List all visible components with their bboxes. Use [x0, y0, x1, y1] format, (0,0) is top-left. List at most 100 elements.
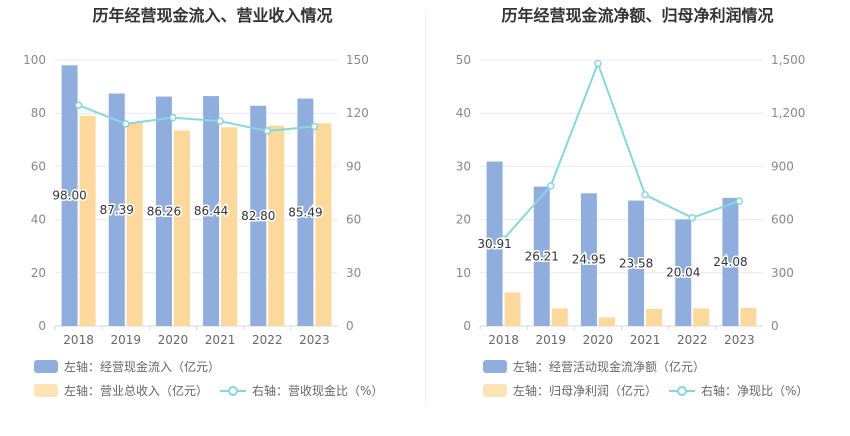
chart-panel-cashflow-revenue: 0 0 20 30 40 60 60 90 80 120 100 150 2018 2019 2020 202… — [23, 6, 383, 399]
x-axis-tick-label: 2023 — [724, 333, 755, 347]
bar-data-label: 30.91 — [477, 237, 511, 251]
legend-item-net-cash-flow[interactable]: 左轴：经营活动现金流净额（亿元） — [483, 358, 705, 375]
legend-label: 右轴：营收现金比（%） — [252, 384, 384, 398]
bar-data-label: 20.04 — [666, 266, 700, 280]
right-axis-tick-label: 150 — [346, 53, 369, 67]
x-axis-tick-label: 2019 — [110, 333, 141, 347]
chart-panel-netcash-profit: 0 0 10 300 20 600 30 900 40 1,200 50 1,500 2018 2019 2… — [425, 0, 850, 436]
right-axis-tick-label: 120 — [346, 106, 369, 120]
x-axis-tick-label: 2018 — [488, 333, 519, 347]
x-axis-tick-label: 2019 — [535, 333, 566, 347]
legend-line-icon — [669, 384, 695, 398]
bar-data-label: 23.58 — [619, 256, 653, 270]
bar-2023-secondary — [315, 123, 332, 326]
left-axis-tick-label: 0 — [38, 319, 46, 333]
bar-2022-primary — [250, 105, 267, 326]
ratio-point-2021 — [216, 117, 224, 125]
panel-divider — [425, 10, 426, 406]
x-axis-tick-label: 2022 — [252, 333, 283, 347]
legend-item-cash-inflow[interactable]: 左轴：经营现金流入（亿元） — [34, 358, 220, 375]
legend-label: 左轴：营业总收入（亿元） — [64, 384, 209, 398]
ratio-point-2019 — [122, 120, 130, 128]
ratio-point-2022 — [688, 214, 696, 222]
bar-2019-primary — [108, 93, 125, 326]
ratio-line — [502, 60, 740, 240]
x-axis-tick-label: 2023 — [299, 333, 330, 347]
legend-item-net-cash-ratio[interactable]: 右轴：净现比（%） — [669, 382, 808, 399]
bar-2020-primary — [580, 193, 597, 326]
bar-2019-secondary — [551, 308, 568, 326]
right-axis-tick-label: 0 — [346, 319, 354, 333]
bar-2022-secondary — [693, 308, 710, 326]
bar-data-label: 86.44 — [194, 204, 228, 218]
left-axis-tick-label: 20 — [456, 213, 471, 227]
ratio-point-2021 — [641, 191, 649, 199]
bar-2023-primary — [722, 197, 739, 326]
chart-svg-cashflow-revenue: 0 0 20 30 40 60 60 90 80 120 100 150 2018 2019 2020 202… — [23, 53, 369, 347]
bar-2019-secondary — [126, 122, 143, 326]
legend-label: 左轴：归母净利润（亿元） — [513, 384, 658, 398]
left-axis-tick-label: 60 — [31, 159, 46, 173]
legend-item-cash-revenue-ratio[interactable]: 右轴：营收现金比（%） — [220, 382, 383, 399]
legend-label: 左轴：经营现金流入（亿元） — [64, 360, 221, 374]
ratio-point-2022 — [263, 127, 271, 135]
bar-2021-primary — [203, 96, 220, 326]
bar-2020-secondary — [598, 317, 615, 326]
right-axis-tick-label: 600 — [771, 213, 794, 227]
left-axis-tick-label: 10 — [456, 266, 471, 280]
ratio-point-2018 — [74, 101, 83, 109]
left-axis-tick-label: 0 — [463, 319, 471, 333]
bar-data-label: 26.21 — [525, 249, 559, 263]
bar-data-label: 82.80 — [241, 209, 275, 223]
ratio-point-2020 — [594, 59, 602, 68]
bar-data-label: 24.95 — [572, 253, 606, 267]
bar-2022-primary — [675, 219, 692, 326]
bar-2019-primary — [533, 186, 550, 326]
right-axis-tick-label: 60 — [346, 213, 361, 227]
chart-title: 历年经营现金流入、营业收入情况 — [92, 6, 333, 25]
right-axis-tick-label: 300 — [771, 266, 794, 280]
left-axis-tick-label: 40 — [456, 106, 471, 120]
ratio-point-2019 — [547, 182, 555, 190]
right-axis-tick-label: 1,500 — [771, 53, 805, 67]
bar-2020-primary — [155, 96, 172, 326]
left-axis-tick-label: 100 — [23, 53, 46, 67]
bar-2018-secondary — [504, 292, 521, 326]
chart-svg-netcash-profit: 0 0 10 300 20 600 30 900 40 1,200 50 1,500 2018 2019 2… — [456, 53, 806, 347]
right-axis-tick-label: 90 — [346, 159, 361, 173]
right-axis-tick-label: 0 — [771, 319, 779, 333]
legend-swatch-icon — [34, 360, 58, 373]
legend-item-net-profit[interactable]: 左轴：归母净利润（亿元） — [483, 382, 657, 399]
legend-label: 左轴：经营活动现金流净额（亿元） — [513, 360, 706, 374]
ratio-line — [78, 104, 315, 132]
bar-2021-primary — [628, 200, 645, 326]
legend-swatch-icon — [483, 360, 507, 373]
x-axis-tick-label: 2018 — [63, 333, 94, 347]
bar-data-label: 87.39 — [100, 203, 134, 217]
ratio-point-2018 — [499, 235, 508, 243]
ratio-point-2023 — [735, 197, 744, 205]
legend-swatch-icon — [34, 384, 58, 397]
legend-line-icon — [220, 384, 246, 398]
bar-2018-secondary — [79, 115, 96, 326]
left-axis-tick-label: 50 — [456, 53, 471, 67]
left-axis-tick-label: 20 — [31, 266, 46, 280]
legend-item-revenue[interactable]: 左轴：营业总收入（亿元） — [34, 382, 208, 399]
bar-2023-secondary — [740, 307, 757, 326]
bar-data-label: 86.26 — [147, 204, 181, 218]
left-axis-tick-label: 40 — [31, 213, 46, 227]
bar-2018-primary — [486, 161, 503, 326]
bar-data-label: 24.08 — [713, 255, 747, 269]
ratio-point-2020 — [169, 113, 177, 122]
x-axis-tick-label: 2021 — [630, 333, 661, 347]
right-axis-tick-label: 30 — [346, 266, 361, 280]
bar-2022-secondary — [268, 125, 285, 327]
bar-2018-primary — [61, 65, 78, 326]
x-axis-tick-label: 2020 — [158, 333, 189, 347]
bar-2023-primary — [297, 98, 314, 326]
bar-data-label: 98.00 — [52, 189, 86, 203]
x-axis-tick-label: 2022 — [677, 333, 708, 347]
x-axis-tick-label: 2021 — [205, 333, 236, 347]
left-axis-tick-label: 80 — [31, 106, 46, 120]
